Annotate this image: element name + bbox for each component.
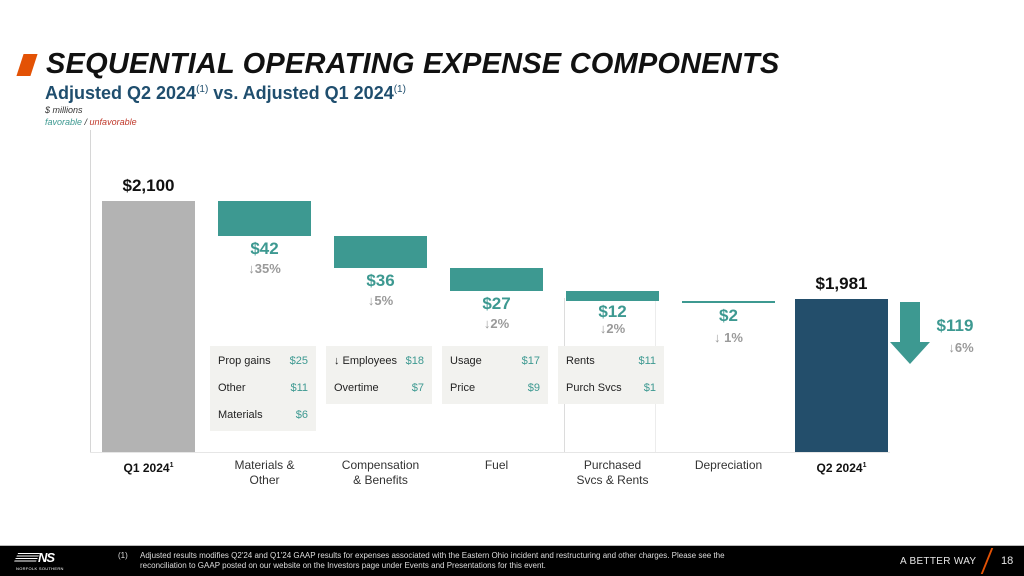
category-label-q2: Q2 20241 — [787, 458, 897, 476]
detail-value: $11 — [290, 382, 308, 394]
detail-value: $6 — [295, 409, 308, 421]
bar-step-4 — [566, 291, 659, 301]
logo-speed-lines-icon — [13, 553, 41, 562]
detail-name: Usage — [450, 355, 482, 367]
norfolk-southern-logo: NS NORFOLK SOUTHERN — [13, 550, 76, 571]
detail-row: Price $9 — [450, 375, 540, 402]
subtitle-q1: vs. Adjusted Q1 2024 — [208, 83, 394, 103]
footnote-number: (1) — [118, 551, 128, 560]
category-line1: Purchased — [583, 458, 642, 472]
category-line2: Other — [249, 473, 280, 487]
total-change-label: $119 — [936, 316, 974, 335]
bar-step-5 — [682, 301, 775, 303]
bar-pct-label-step-3: ↓2% — [483, 316, 510, 331]
category-label-step-2: Compensation & Benefits — [326, 458, 436, 488]
detail-name: Purch Svcs — [566, 382, 622, 394]
detail-row: Prop gains $25 — [218, 348, 308, 375]
x-axis-baseline — [90, 452, 890, 453]
category-label-step-3: Fuel — [442, 458, 552, 473]
bar-q2-2024 — [795, 299, 888, 452]
detail-value: $18 — [405, 355, 424, 367]
page-title: SEQUENTIAL OPERATING EXPENSE COMPONENTS — [46, 48, 780, 80]
units-label: $ millions — [45, 105, 83, 115]
detail-value: $17 — [521, 355, 540, 367]
logo-subtext: NORFOLK SOUTHERN — [16, 566, 64, 571]
category-label-step-5: Depreciation — [674, 458, 784, 473]
category-label-step-1: Materials & Other — [210, 458, 320, 488]
bar-pct-label-step-5: ↓ 1% — [714, 330, 743, 345]
bar-value-label-step-4: $12 — [598, 302, 627, 321]
detail-row: Materials $6 — [218, 402, 308, 429]
detail-value: $11 — [638, 355, 656, 367]
page-number: 18 — [1001, 555, 1014, 567]
total-change-pct: ↓6% — [948, 340, 974, 355]
detail-row: Overtime $7 — [334, 375, 424, 402]
category-text-q1: Q1 2024 — [123, 461, 170, 475]
subtitle-footnote-ref-1: (1) — [196, 84, 209, 95]
detail-name: Price — [450, 382, 476, 394]
bar-step-2 — [334, 236, 427, 268]
detail-box-step-1: Prop gains $25 Other $11 Materials $6 — [210, 346, 316, 431]
total-change-arrow — [890, 302, 930, 364]
bar-pct-label-step-2: ↓5% — [367, 293, 394, 308]
legend: favorable / unfavorable — [45, 117, 137, 127]
category-line1: Fuel — [484, 458, 509, 472]
detail-box-step-4: Rents $11 Purch Svcs $1 — [558, 346, 664, 404]
detail-name: Other — [218, 382, 246, 394]
waterfall-chart: $2,100 Q1 20241 $42 ↓35% Materials & Other Pro… — [94, 176, 974, 488]
detail-row: Other $11 — [218, 375, 308, 402]
category-line1: Depreciation — [694, 458, 763, 472]
bar-q1-2024 — [102, 201, 195, 452]
detail-value: $1 — [643, 382, 656, 394]
subtitle-q2: Adjusted Q2 2024 — [45, 83, 197, 103]
category-sup-q1: 1 — [169, 462, 174, 469]
legend-favorable: favorable — [45, 117, 83, 127]
bar-pct-label-step-4: ↓2% — [599, 321, 626, 336]
detail-name: Materials — [218, 409, 263, 421]
category-line2: & Benefits — [353, 473, 408, 487]
detail-box-step-2: ↓ Employees $18 Overtime $7 — [326, 346, 432, 404]
footnote: (1) Adjusted results modifies Q2'24 and … — [118, 551, 758, 571]
detail-row: Usage $17 — [450, 348, 540, 375]
subtitle-footnote-ref-2: (1) — [393, 84, 406, 95]
detail-row: ↓ Employees $18 — [334, 348, 424, 375]
footer: NS NORFOLK SOUTHERN (1) Adjusted results… — [0, 546, 1024, 576]
bar-step-1 — [218, 201, 311, 236]
bar-value-label-step-3: $27 — [482, 294, 511, 313]
category-label-q1: Q1 20241 — [94, 458, 204, 476]
detail-name: Prop gains — [218, 355, 271, 367]
tagline: A BETTER WAY — [900, 556, 977, 567]
legend-separator: / — [82, 117, 90, 127]
detail-value: $7 — [411, 382, 424, 394]
bar-value-label-q1: $2,100 — [122, 176, 175, 195]
category-line2: Svcs & Rents — [576, 473, 649, 487]
bar-pct-label-step-1: ↓35% — [248, 261, 281, 276]
bar-value-label-step-1: $42 — [250, 239, 279, 258]
detail-value: $9 — [527, 382, 540, 394]
down-arrow-icon — [890, 302, 930, 364]
tagline-slash — [980, 548, 994, 574]
footnote-text: Adjusted results modifies Q2'24 and Q1'2… — [140, 551, 725, 570]
footer-divider — [0, 545, 1024, 546]
category-sup-q2: 1 — [862, 462, 867, 469]
legend-unfavorable: unfavorable — [89, 117, 137, 127]
detail-row: Rents $11 — [566, 348, 656, 375]
logo-text: NS — [38, 550, 55, 565]
detail-name: ↓ Employees — [334, 355, 397, 367]
detail-row: Purch Svcs $1 — [566, 375, 656, 402]
category-text-q2: Q2 2024 — [816, 461, 863, 475]
y-axis-line — [90, 130, 91, 453]
detail-name: Overtime — [334, 382, 379, 394]
page-subtitle: Adjusted Q2 2024(1) vs. Adjusted Q1 2024… — [45, 83, 406, 104]
bar-value-label-q2: $1,981 — [815, 274, 868, 293]
bar-value-label-step-2: $36 — [366, 271, 395, 290]
detail-name: Rents — [566, 355, 595, 367]
category-line1: Compensation — [341, 458, 420, 472]
category-label-step-4: Purchased Svcs & Rents — [558, 458, 668, 488]
detail-value: $25 — [289, 355, 308, 367]
bar-value-label-step-5: $2 — [719, 306, 738, 325]
bar-step-3 — [450, 268, 543, 291]
category-line1: Materials & — [234, 458, 295, 472]
detail-box-step-3: Usage $17 Price $9 — [442, 346, 548, 404]
